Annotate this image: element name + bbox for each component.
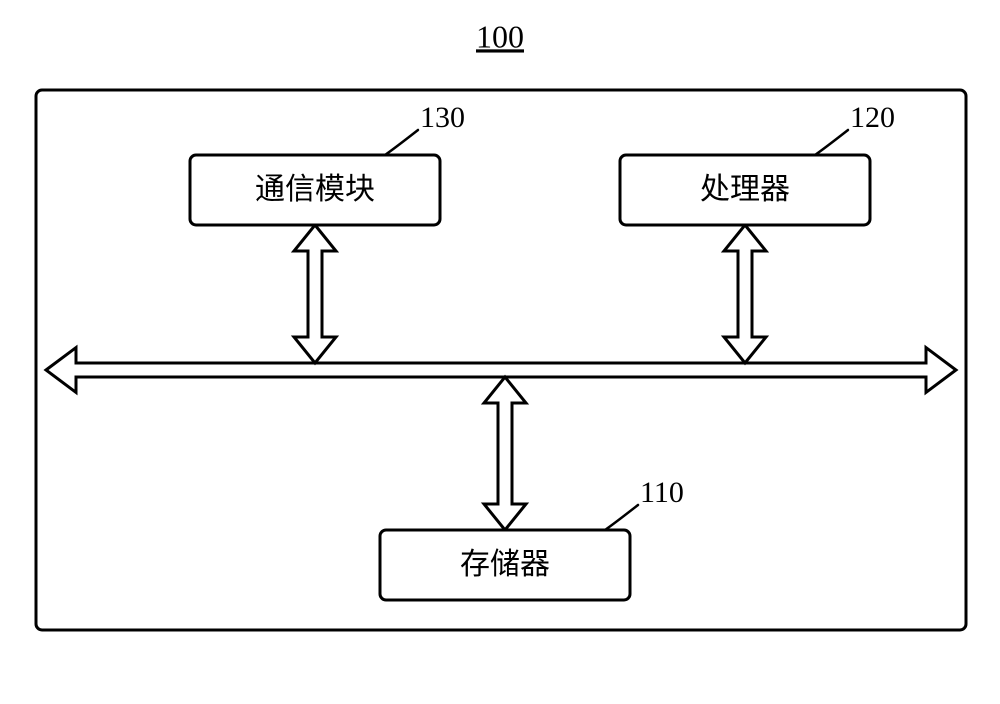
memory-label: 存储器: [460, 548, 550, 581]
memory-ref-label: 110: [640, 476, 684, 509]
bus-to-memory-arrow: [484, 377, 526, 530]
comm-to-bus-arrow: [294, 225, 336, 363]
comm-label: 通信模块: [255, 173, 375, 206]
proc-label: 处理器: [700, 173, 790, 206]
block-diagram: 100 通信模块 处理器存储器 130 120 110: [0, 0, 1000, 704]
memory-callout-leader: [605, 505, 638, 530]
comm-ref-label: 130: [420, 101, 465, 134]
proc-to-bus-arrow: [724, 225, 766, 363]
diagram-title: 100: [476, 18, 524, 54]
proc-ref-label: 120: [850, 101, 895, 134]
comm-callout-leader: [385, 130, 418, 155]
proc-callout-leader: [815, 130, 848, 155]
